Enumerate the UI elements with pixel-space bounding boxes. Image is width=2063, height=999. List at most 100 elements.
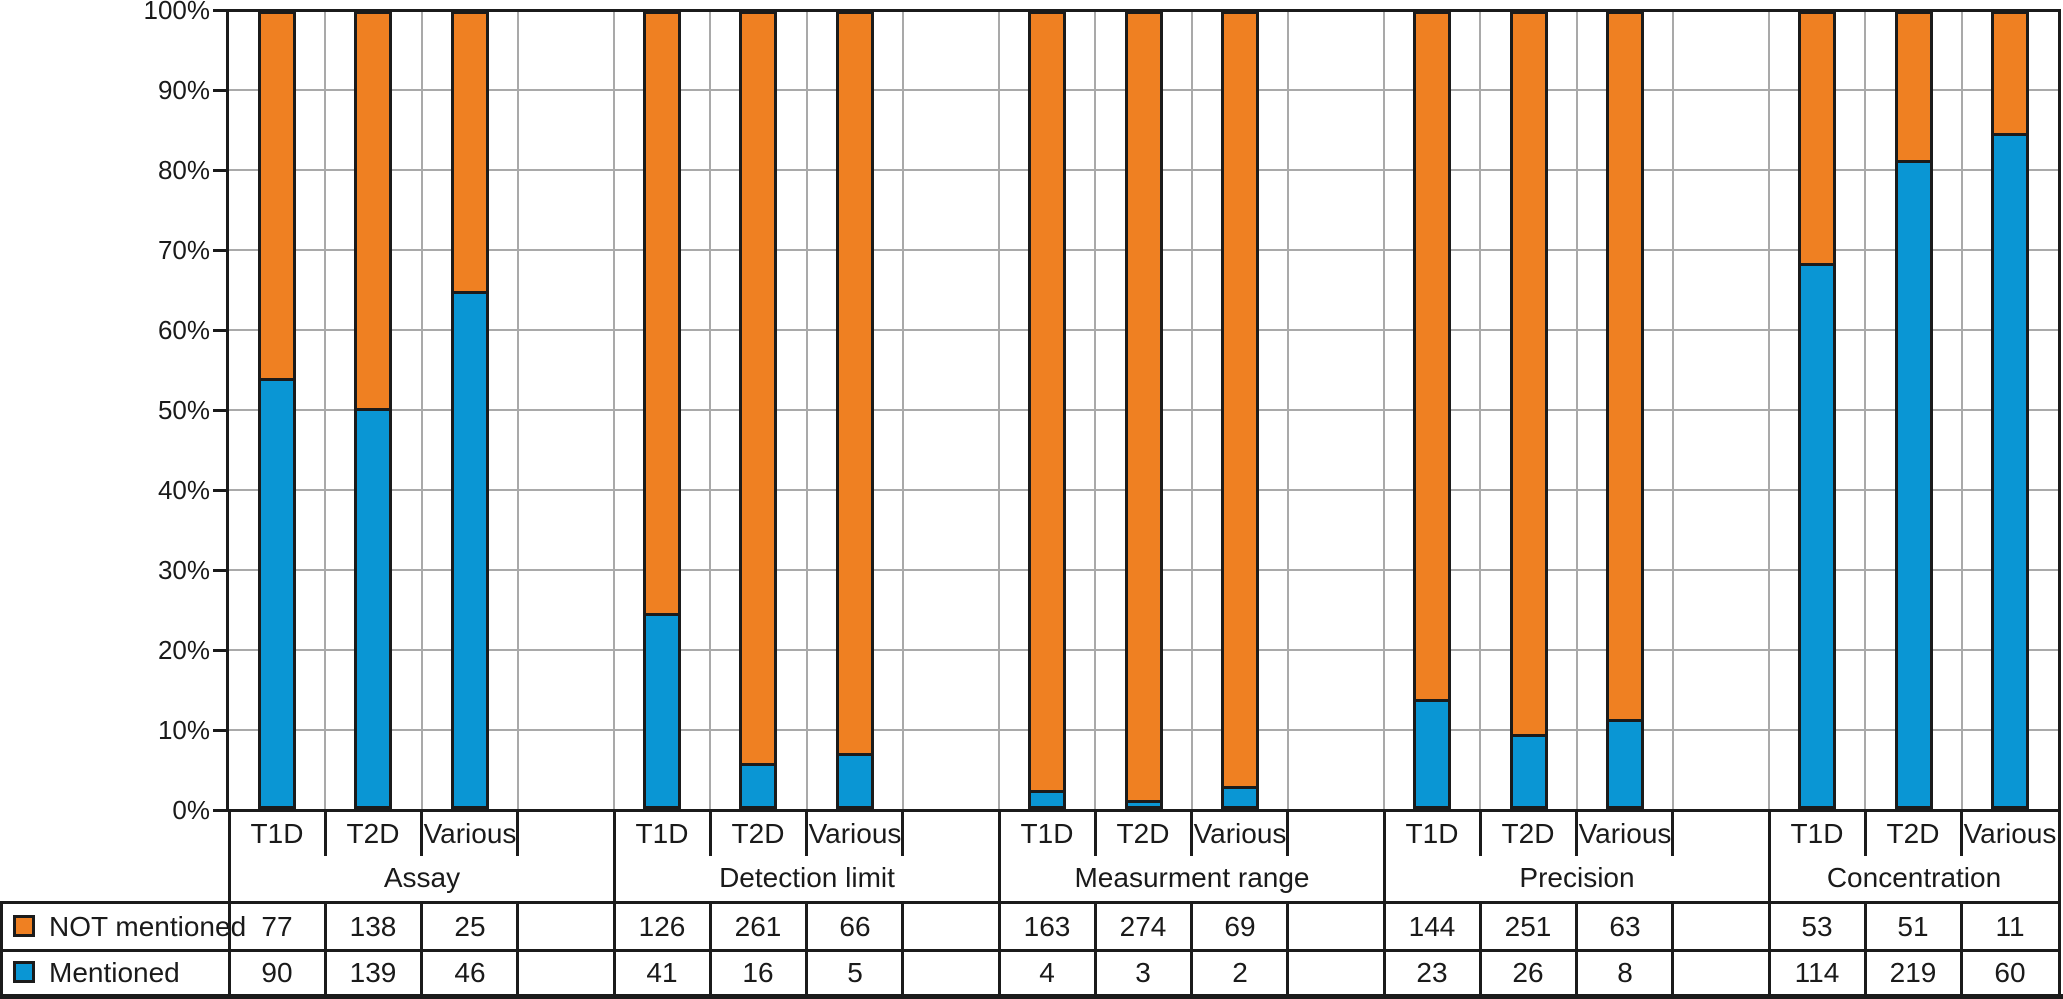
y-axis-tick (213, 329, 227, 332)
cell-separator (324, 901, 327, 996)
y-axis-line (226, 9, 229, 812)
x-axis-line (226, 809, 2061, 812)
cell-separator (1864, 901, 1867, 996)
cell-separator (1190, 901, 1193, 996)
category-separator (516, 812, 519, 856)
y-axis-tick (213, 89, 227, 92)
category-label-t2d: T2D (1886, 818, 1940, 849)
value-cell-mentioned-concentration-various: 60 (1994, 957, 2026, 988)
category-separator (1190, 812, 1193, 856)
group-label-concentration: Concentration (1826, 862, 2002, 893)
value-cell-not-mentioned-assay-t1d: 77 (261, 910, 293, 942)
v-gridline (1287, 12, 1289, 809)
category-separator (1575, 812, 1578, 856)
v-gridline (613, 12, 615, 809)
value-cell-mentioned-detection-limit-t2d: 16 (742, 957, 774, 988)
y-axis-tick (213, 729, 227, 732)
bar-detection-limit-various (836, 11, 874, 809)
y-axis-label: 0% (172, 794, 210, 825)
value-cell-not-mentioned-concentration-t1d: 53 (1801, 910, 1833, 942)
category-label-t1d: T1D (1020, 818, 1074, 849)
category-separator (324, 812, 327, 856)
value-cell-not-mentioned-concentration-various: 11 (1995, 910, 2025, 942)
y-axis-label: 100% (143, 0, 211, 25)
group-label-detection-limit: Detection limit (719, 862, 895, 893)
category-label-various: Various (1193, 818, 1287, 849)
value-cell-mentioned-measurment-range-various: 2 (1232, 957, 1248, 988)
bar-assay-t1d (258, 11, 296, 809)
category-separator (709, 812, 712, 856)
y-axis-label: 20% (157, 634, 210, 665)
category-label-various: Various (1578, 818, 1672, 849)
bar-precision-various (1606, 11, 1644, 809)
cell-separator (709, 901, 712, 996)
v-gridline (1768, 12, 1770, 809)
category-separator (805, 812, 808, 856)
value-cell-not-mentioned-precision-t1d: 144 (1408, 910, 1456, 942)
v-gridline (1576, 12, 1578, 809)
category-separator (1671, 812, 1674, 856)
value-cell-not-mentioned-detection-limit-t1d: 126 (638, 910, 686, 942)
group-label-assay: Assay (383, 862, 461, 893)
value-cell-mentioned-measurment-range-t2d: 3 (1135, 957, 1151, 988)
legend-label-not-mentioned: NOT mentioned (49, 910, 247, 942)
table-row-border (0, 901, 2061, 904)
v-gridline (709, 12, 711, 809)
cell-separator (516, 901, 519, 996)
mentioned-segment (258, 378, 296, 809)
table-bottom-border (0, 994, 2063, 999)
value-cell-mentioned-precision-t2d: 26 (1512, 957, 1544, 988)
group-boundary-line (228, 809, 231, 999)
y-axis-label: 10% (157, 714, 210, 745)
value-cell-mentioned-assay-t1d: 90 (261, 957, 293, 988)
cell-separator (1094, 901, 1097, 996)
category-label-various: Various (1963, 818, 2057, 849)
category-separator (1094, 812, 1097, 856)
bar-concentration-various (1991, 11, 2029, 809)
bar-assay-various (451, 11, 489, 809)
legend-label-mentioned: Mentioned (49, 957, 180, 988)
y-axis-label: 30% (157, 554, 210, 585)
group-boundary-line (998, 809, 1001, 999)
mentioned-segment (1606, 719, 1644, 809)
category-label-t1d: T1D (1405, 818, 1459, 849)
group-boundary-line (613, 809, 616, 999)
v-gridline (1864, 12, 1866, 809)
category-separator (420, 812, 423, 856)
category-separator (901, 812, 904, 856)
cell-separator (1575, 901, 1578, 996)
table-left-border (0, 901, 3, 999)
value-cell-mentioned-precision-t1d: 23 (1416, 957, 1448, 988)
v-gridline (324, 12, 326, 809)
bar-concentration-t2d (1895, 11, 1933, 809)
mentioned-segment (1413, 699, 1451, 809)
v-gridline (421, 12, 423, 809)
y-axis-tick (213, 249, 227, 252)
plot-top-border (226, 9, 2061, 12)
cell-separator (1286, 901, 1289, 996)
y-axis-tick (213, 169, 227, 172)
category-label-t1d: T1D (250, 818, 304, 849)
y-axis-tick (213, 9, 227, 12)
cell-separator (1479, 901, 1482, 996)
bar-measurment-range-t2d (1125, 11, 1163, 809)
bar-precision-t1d (1413, 11, 1451, 809)
value-cell-mentioned-detection-limit-t1d: 41 (646, 957, 678, 988)
v-gridline (806, 12, 808, 809)
value-cell-not-mentioned-measurment-range-t2d: 274 (1119, 910, 1167, 942)
mentioned-segment (1028, 790, 1066, 809)
category-separator (1286, 812, 1289, 856)
value-cell-mentioned-precision-various: 8 (1617, 957, 1633, 988)
value-cell-not-mentioned-precision-t2d: 251 (1504, 910, 1552, 942)
y-axis-label: 70% (157, 234, 210, 265)
group-label-measurment-range: Measurment range (1074, 862, 1310, 893)
v-gridline (998, 12, 1000, 809)
mentioned-segment (354, 408, 392, 809)
bar-detection-limit-t1d (643, 11, 681, 809)
mentioned-segment (1510, 734, 1548, 809)
y-axis-tick (213, 409, 227, 412)
bar-measurment-range-t1d (1028, 11, 1066, 809)
v-gridline (1191, 12, 1193, 809)
category-separator (1864, 812, 1867, 856)
